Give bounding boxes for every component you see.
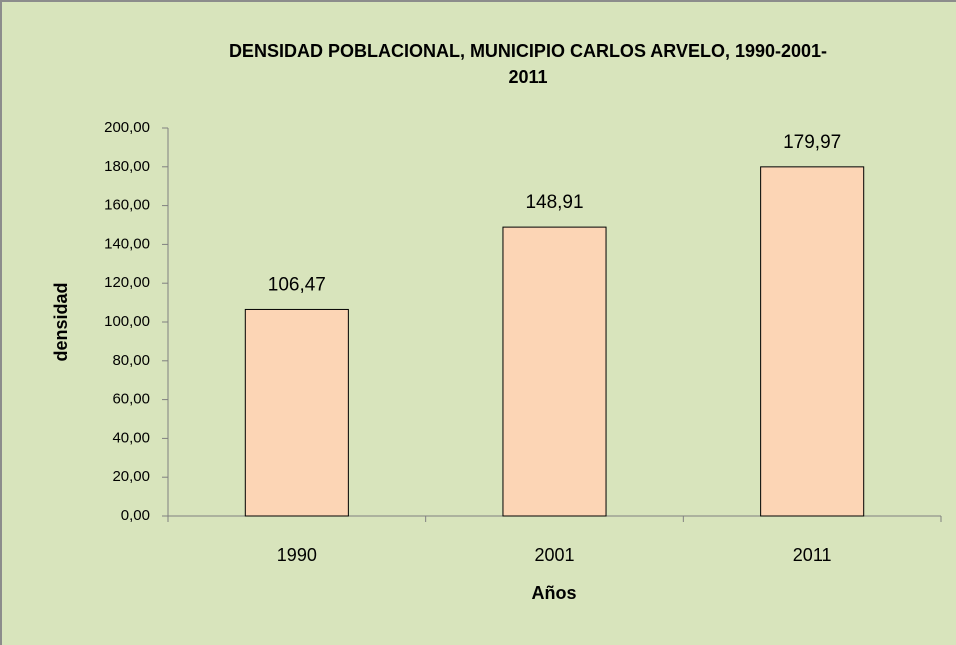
y-tick-label: 0,00: [121, 507, 150, 524]
value-label: 179,97: [783, 132, 841, 153]
x-tick-label: 2011: [793, 545, 832, 565]
value-label: 106,47: [268, 274, 326, 295]
y-tick-label: 20,00: [112, 468, 150, 485]
y-tick-label: 180,00: [104, 158, 150, 175]
y-tick-label: 200,00: [104, 119, 150, 136]
x-axis-label: Años: [532, 583, 577, 603]
bar: [244, 308, 349, 517]
y-tick-label: 100,00: [104, 313, 150, 330]
y-tick-label: 160,00: [104, 197, 150, 214]
y-tick-label: 80,00: [112, 352, 150, 369]
x-tick-label: 2001: [534, 545, 574, 565]
x-tick-label: 1990: [277, 545, 317, 565]
y-axis-label: densidad: [51, 282, 71, 361]
chart-title: DENSIDAD POBLACIONAL, MUNICIPIO CARLOS A…: [229, 41, 827, 87]
y-tick-label: 40,00: [112, 429, 150, 446]
y-tick-label: 60,00: [112, 391, 150, 408]
y-tick-label: 120,00: [104, 274, 150, 291]
bar: [760, 166, 865, 517]
bar: [502, 226, 607, 517]
value-label: 148,91: [525, 192, 583, 213]
y-tick-label: 140,00: [104, 235, 150, 252]
